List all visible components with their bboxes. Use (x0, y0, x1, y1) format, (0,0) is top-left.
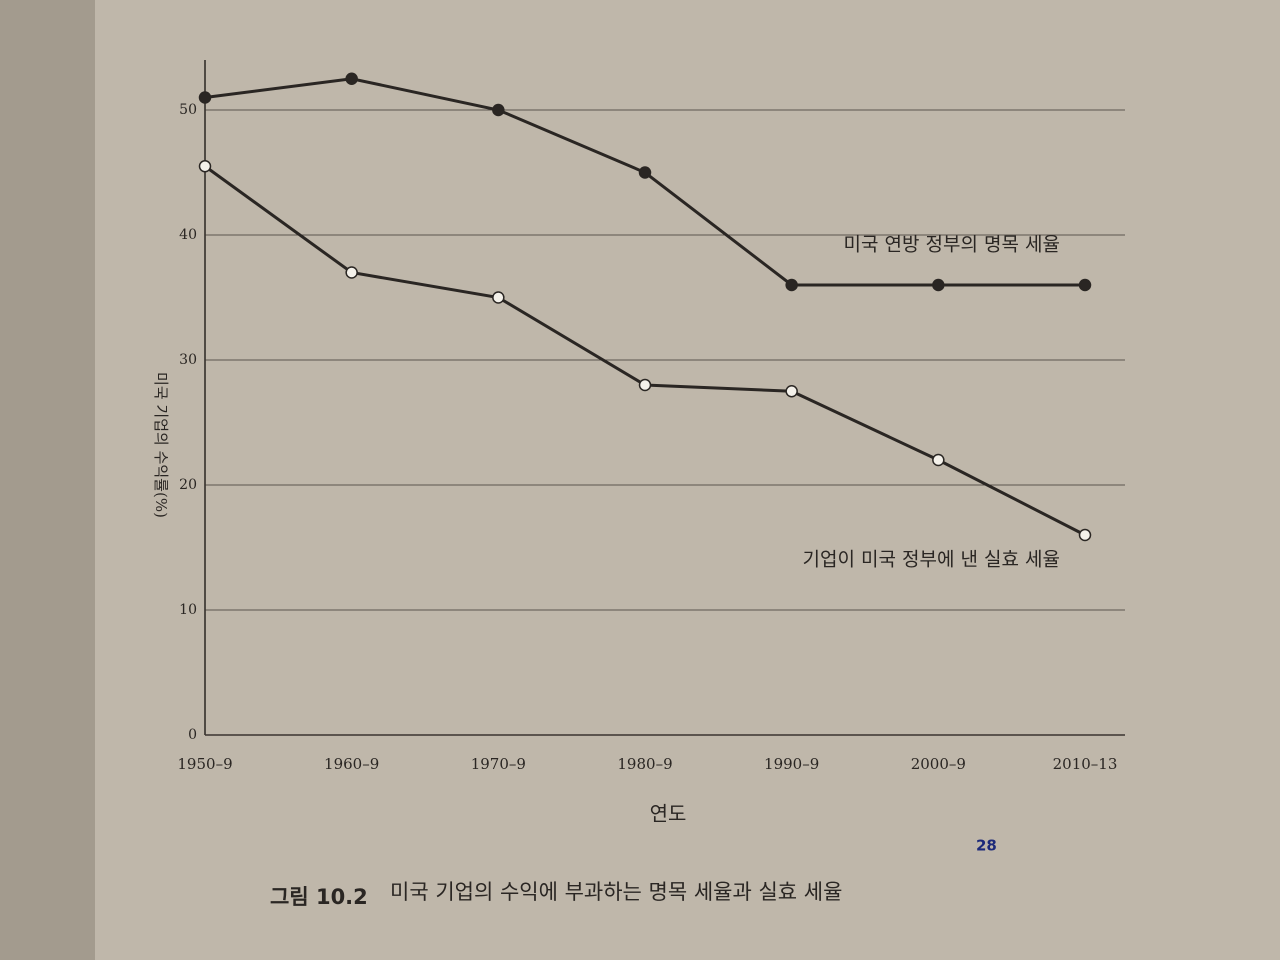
series-label: 미국 연방 정부의 명목 세율 (844, 234, 1060, 256)
point (638, 378, 652, 392)
footnote-ref: 28 (976, 837, 997, 855)
y-tick-label: 40 (179, 227, 197, 243)
x-tick-label: 1950–9 (177, 755, 232, 773)
y-tick-label: 10 (179, 602, 197, 618)
y-tick-label: 50 (179, 102, 197, 118)
point (198, 91, 212, 104)
series-label: 기업이 미국 정부에 낸 실효 세율 (803, 549, 1060, 571)
caption: 미국 기업의 수익에 부과하는 명목 세율과 실효 세율 (390, 880, 842, 904)
page (95, 0, 1280, 960)
y-tick-label: 0 (188, 727, 197, 743)
y-tick-label: 20 (179, 477, 197, 493)
point (785, 278, 798, 292)
point (1078, 278, 1092, 292)
x-tick-label: 1960–9 (324, 755, 379, 773)
page-gutter (0, 0, 95, 960)
point (345, 72, 358, 85)
y-tick-label: 30 (179, 352, 197, 368)
y-axis-label: 미국 기업의 수익률(%) (152, 372, 170, 518)
point (932, 278, 945, 292)
point (932, 453, 945, 467)
point (1078, 528, 1092, 542)
point (638, 166, 652, 179)
point (198, 160, 212, 173)
x-tick-label: 1990–9 (764, 755, 819, 773)
point (492, 103, 505, 117)
x-tick-label: 1970–9 (471, 755, 526, 773)
point (492, 291, 505, 304)
x-tick-label: 2000–9 (911, 755, 966, 773)
caption-label: 그림 10.2 (270, 885, 368, 909)
point (345, 266, 358, 279)
point (785, 385, 798, 398)
x-tick-label: 2010–13 (1053, 755, 1118, 773)
x-axis-label: 연도 (650, 802, 687, 826)
x-tick-label: 1980–9 (617, 755, 672, 773)
